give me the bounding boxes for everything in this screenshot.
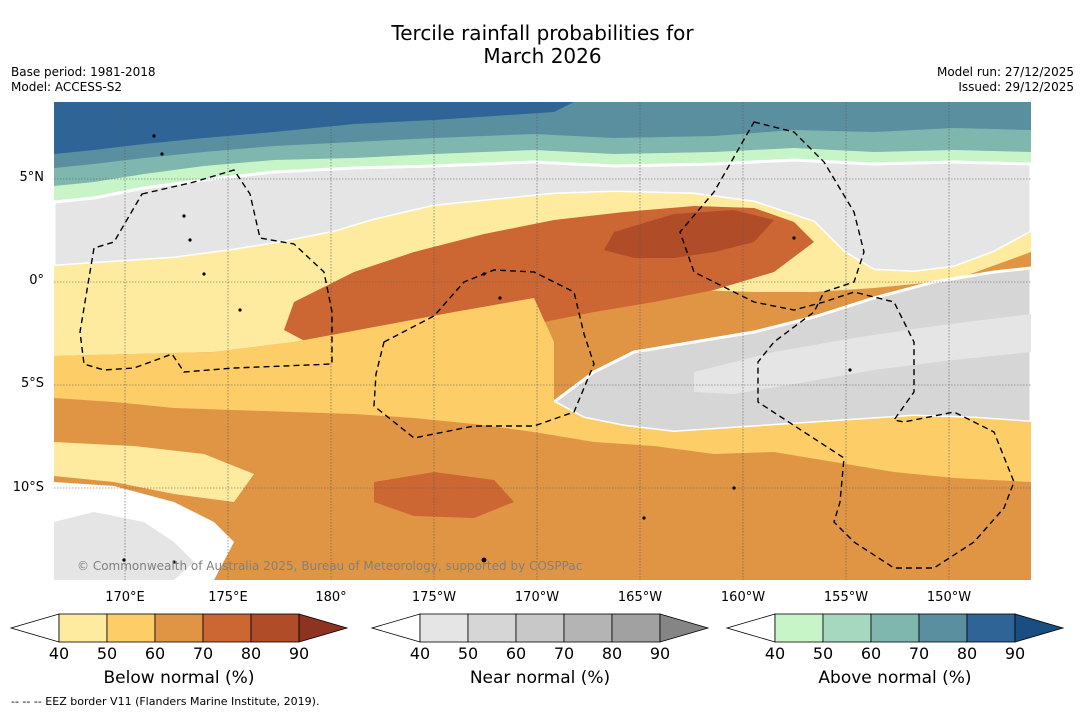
colorbar-segment <box>966 613 1016 643</box>
colorbar-title-near: Near normal (%) <box>469 668 611 688</box>
colorbar-tick-label: 40 <box>764 644 786 663</box>
colorbar-tick-label: 80 <box>956 644 978 663</box>
map-canvas <box>54 102 1031 580</box>
colorbar-segment <box>822 613 872 643</box>
colorbar-tick-label: 40 <box>409 644 431 663</box>
colorbar-tick-label: 60 <box>144 644 166 663</box>
colorbar-tick-label: 70 <box>192 644 214 663</box>
colorbar-tick-label: 50 <box>96 644 118 663</box>
eez-footnote: -- -- -- EEZ border V11 (Flanders Marine… <box>11 695 320 708</box>
map-credit: © Commonwealth of Australia 2025, Bureau… <box>77 559 583 573</box>
colorbar-segment <box>202 613 252 643</box>
colorbar-extend-low <box>370 613 421 643</box>
colorbar-tick-label: 80 <box>240 644 262 663</box>
probability-map <box>54 102 1031 580</box>
issued-text: Issued: 29/12/2025 <box>958 80 1074 94</box>
colorbar-below-normal <box>9 613 349 643</box>
chart-title: Tercile rainfall probabilities for March… <box>0 22 1085 68</box>
colorbar-tick-label: 50 <box>812 644 834 663</box>
meta-right: Model run: 27/12/2025 Issued: 29/12/2025 <box>937 65 1074 95</box>
colorbar-segment <box>563 613 613 643</box>
colorbar-tick-label: 50 <box>457 644 479 663</box>
near-normal-east-light <box>694 314 1031 394</box>
colorbars <box>9 613 1065 643</box>
colorbar-near-normal <box>370 613 710 643</box>
lon-label-150w: 150°W <box>926 590 972 605</box>
model-text: Model: ACCESS-S2 <box>11 80 123 94</box>
colorbar-segment <box>611 613 661 643</box>
colorbar-tick-label: 90 <box>288 644 310 663</box>
lon-label-155w: 155°W <box>823 590 869 605</box>
lon-label-175e: 175°E <box>208 590 248 605</box>
below-normal-70-south-patch <box>374 472 514 518</box>
colorbar-segment <box>918 613 968 643</box>
colorbar-extend-low <box>9 613 60 643</box>
eez-borders <box>79 121 1015 569</box>
lon-label-175w: 175°W <box>411 590 457 605</box>
colorbar-segment <box>515 613 565 643</box>
islands <box>122 134 852 564</box>
below-normal-50-south <box>54 298 1031 482</box>
model-run-text: Model run: 27/12/2025 <box>936 65 1074 79</box>
colorbar-extend-high <box>1014 613 1065 643</box>
lon-label-170e: 170°E <box>105 590 145 605</box>
colorbar-extend-high <box>298 613 349 643</box>
colorbar-segment <box>58 613 108 643</box>
near-normal-sw <box>54 512 194 580</box>
title-line-2: March 2026 <box>483 44 602 68</box>
light-yellow-sw <box>54 442 254 502</box>
colorbar-tick-label: 90 <box>1004 644 1026 663</box>
lat-label-0: 0° <box>29 273 44 288</box>
colorbar-tick-label: 90 <box>649 644 671 663</box>
graticule <box>54 102 1031 580</box>
colorbar-title-below: Below normal (%) <box>103 668 255 688</box>
lon-label-160w: 160°W <box>720 590 766 605</box>
eez-phoenix <box>373 269 595 439</box>
title-line-1: Tercile rainfall probabilities for <box>391 21 694 45</box>
colorbar-tick-label: 40 <box>48 644 70 663</box>
lon-label-180: 180° <box>315 590 347 605</box>
lat-label-5n: 5°N <box>19 170 45 185</box>
colorbar-tick-label: 80 <box>601 644 623 663</box>
colorbar-title-above: Above normal (%) <box>818 668 972 688</box>
lon-label-170w: 170°W <box>514 590 560 605</box>
colorbar-segment <box>250 613 300 643</box>
colorbar-segment <box>154 613 204 643</box>
colorbar-tick-label: 70 <box>553 644 575 663</box>
eez-gilbert <box>79 169 333 373</box>
colorbar-segment <box>870 613 920 643</box>
colorbar-extend-high <box>659 613 710 643</box>
colorbar-segment <box>106 613 156 643</box>
below-normal-80-core <box>604 210 774 258</box>
colorbar-segment <box>419 613 469 643</box>
lon-label-165w: 165°W <box>617 590 663 605</box>
eez-line <box>679 121 1015 569</box>
above-normal-band-darkest <box>54 102 574 154</box>
colorbar-tick-label: 60 <box>505 644 527 663</box>
lat-label-10s: 10°S <box>12 480 44 495</box>
colorbar-extend-low <box>725 613 776 643</box>
meta-left: Base period: 1981-2018 Model: ACCESS-S2 <box>11 65 156 95</box>
colorbar-tick-label: 60 <box>860 644 882 663</box>
base-period-text: Base period: 1981-2018 <box>11 65 156 79</box>
colorbar-segment <box>774 613 824 643</box>
colorbar-tick-label: 70 <box>908 644 930 663</box>
colorbar-segment <box>467 613 517 643</box>
lat-label-5s: 5°S <box>20 376 44 391</box>
colorbar-above-normal <box>725 613 1065 643</box>
